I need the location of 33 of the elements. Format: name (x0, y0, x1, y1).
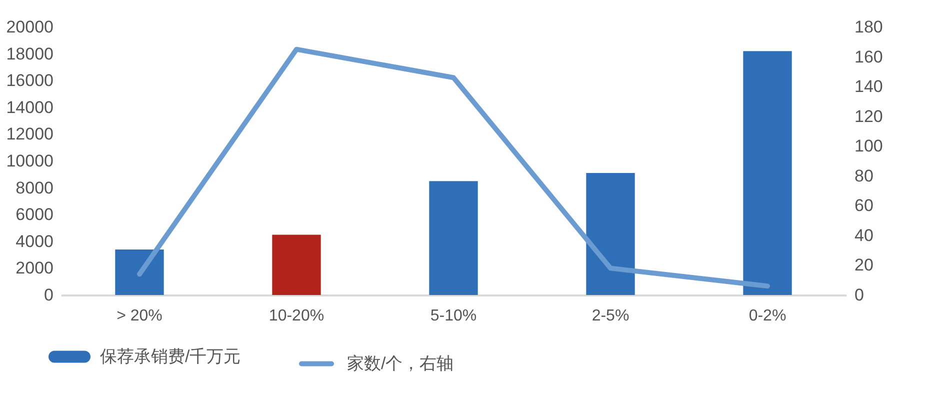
y2-tick-label: 40 (854, 226, 874, 245)
y2-tick-label: 160 (854, 47, 883, 66)
y-tick-label: 18000 (6, 44, 54, 64)
y2-tick-label: 80 (854, 166, 874, 186)
bar (743, 51, 792, 295)
y-tick-label: 6000 (16, 205, 54, 224)
y2-tick-label: 100 (854, 136, 883, 156)
y-tick-label: 0 (44, 286, 54, 304)
y-tick-label: 20000 (6, 18, 54, 36)
legend-label: 保荐承销费/千万元 (100, 346, 241, 366)
y-tick-label: 14000 (6, 98, 54, 117)
y2-tick-label: 140 (854, 77, 883, 96)
x-tick-label: 2-5% (592, 308, 630, 324)
y2-tick-label: 120 (854, 106, 883, 126)
y2-tick-label: 0 (854, 286, 864, 304)
bar (429, 181, 478, 295)
bar (586, 173, 635, 295)
y2-tick-label: 60 (854, 196, 874, 216)
bar (115, 249, 164, 295)
x-tick-label: 5-10% (430, 308, 477, 324)
x-tick-label: > 20% (116, 308, 162, 324)
y2-tick-label: 20 (854, 256, 874, 275)
y-tick-label: 8000 (16, 178, 54, 198)
x-tick-label: 10-20% (268, 308, 324, 324)
x-tick-label: 0-2% (748, 308, 786, 324)
y-tick-label: 10000 (6, 152, 54, 170)
y-tick-label: 12000 (6, 124, 54, 144)
bar (272, 234, 321, 295)
legend-label: 家数/个，右轴 (347, 354, 454, 373)
y-tick-label: 4000 (16, 232, 54, 251)
y2-tick-label: 180 (854, 18, 883, 36)
y-tick-label: 2000 (16, 258, 54, 278)
y-tick-label: 16000 (6, 71, 54, 90)
